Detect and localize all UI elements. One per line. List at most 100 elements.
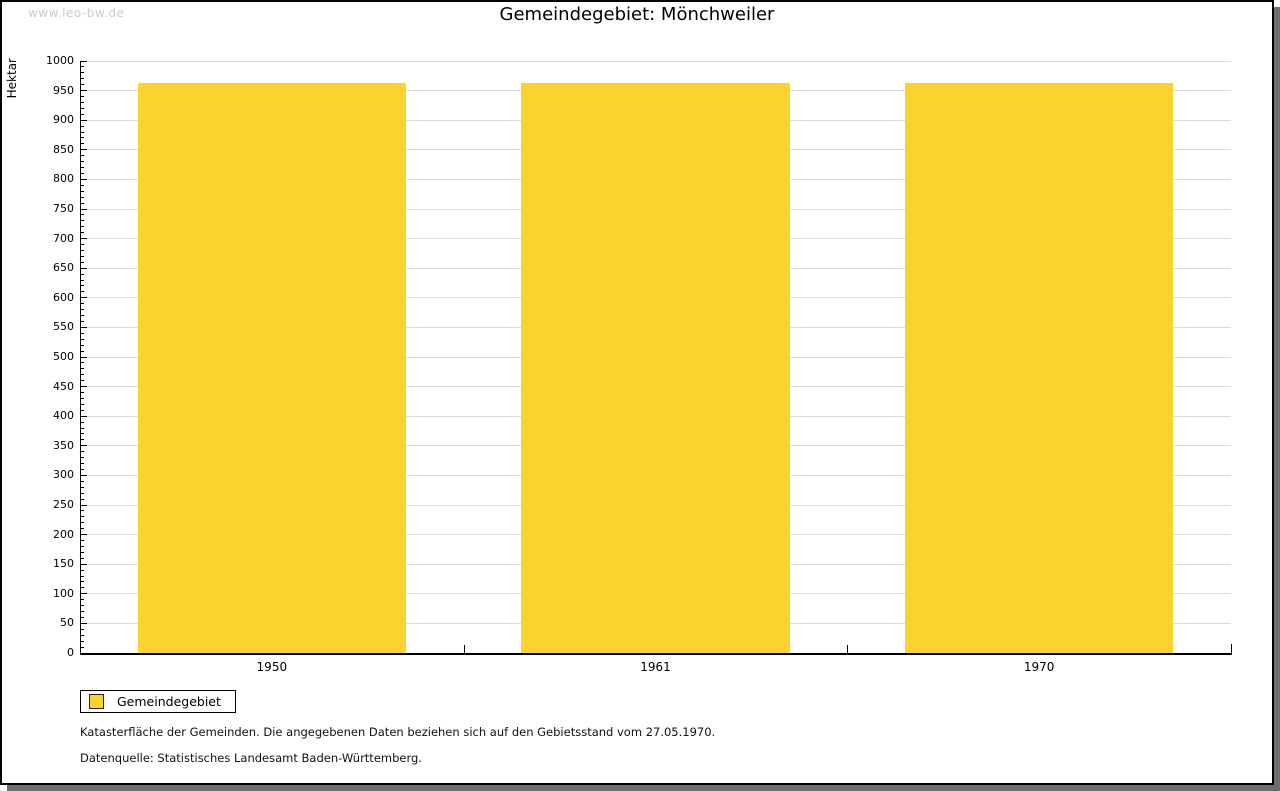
y-minor-tick — [81, 498, 84, 500]
bar-1970 — [904, 83, 1174, 653]
y-minor-tick — [81, 72, 84, 74]
y-minor-tick — [81, 486, 84, 488]
y-minor-tick — [81, 522, 84, 524]
y-minor-tick — [81, 96, 84, 98]
y-minor-tick — [81, 107, 84, 109]
data-source: Datenquelle: Statistisches Landesamt Bad… — [80, 751, 422, 765]
x-axis-endcap — [1231, 644, 1232, 653]
y-minor-tick — [81, 380, 84, 382]
y-minor-tick — [81, 350, 84, 352]
y-minor-tick — [81, 78, 84, 80]
y-minor-tick — [81, 261, 84, 263]
y-minor-tick — [81, 392, 84, 394]
y-major-tick — [81, 445, 87, 447]
watermark: www.leo-bw.de — [28, 6, 125, 20]
y-major-tick — [81, 178, 87, 180]
y-minor-tick — [81, 403, 84, 405]
legend-swatch-icon — [89, 694, 104, 709]
y-major-tick — [81, 238, 87, 240]
y-tick-label: 550 — [53, 320, 74, 334]
y-major-tick — [81, 504, 87, 506]
y-major-tick — [81, 386, 87, 388]
y-major-tick — [81, 208, 87, 210]
y-major-tick — [81, 563, 87, 565]
y-major-tick — [81, 149, 87, 151]
y-minor-tick — [81, 545, 84, 547]
y-minor-tick — [81, 285, 84, 287]
y-minor-tick — [81, 226, 84, 228]
y-tick-label: 350 — [53, 438, 74, 452]
x-tick-label: 1970 — [1023, 660, 1055, 674]
y-major-tick — [81, 622, 87, 624]
y-minor-tick — [81, 101, 84, 103]
x-tick — [463, 645, 465, 653]
y-minor-tick — [81, 628, 84, 630]
y-minor-tick — [81, 214, 84, 216]
y-minor-tick — [81, 575, 84, 577]
y-minor-tick — [81, 646, 84, 648]
y-minor-tick — [81, 143, 84, 145]
y-tick-label: 400 — [53, 409, 74, 423]
y-minor-tick — [81, 528, 84, 530]
y-minor-tick — [81, 66, 84, 68]
y-minor-tick — [81, 557, 84, 559]
y-minor-tick — [81, 273, 84, 275]
y-tick-label: 500 — [53, 350, 74, 363]
y-tick-label: 1000 — [46, 54, 74, 67]
y-minor-tick — [81, 155, 84, 157]
y-minor-tick — [81, 184, 84, 186]
y-minor-tick — [81, 125, 84, 127]
y-tick-label: 200 — [53, 527, 74, 541]
y-minor-tick — [81, 551, 84, 553]
y-major-tick — [81, 90, 87, 92]
y-minor-tick — [81, 540, 84, 542]
y-major-tick — [81, 119, 87, 121]
x-tick-label: 1950 — [256, 660, 288, 674]
y-minor-tick — [81, 599, 84, 601]
y-minor-tick — [81, 84, 84, 86]
y-tick-label: 600 — [53, 290, 74, 304]
y-minor-tick — [81, 309, 84, 311]
y-tick-label: 850 — [53, 142, 74, 156]
y-tick-label: 800 — [53, 172, 74, 186]
y-minor-tick — [81, 480, 84, 482]
y-minor-tick — [81, 451, 84, 453]
y-minor-tick — [81, 397, 84, 399]
y-minor-tick — [81, 303, 84, 305]
y-tick-label: 300 — [53, 468, 74, 482]
y-minor-tick — [81, 510, 84, 512]
y-minor-tick — [81, 605, 84, 607]
y-tick-label: 50 — [60, 616, 74, 630]
y-tick-label: 150 — [53, 557, 74, 571]
x-axis — [80, 653, 1232, 655]
y-minor-tick — [81, 137, 84, 139]
y-minor-tick — [81, 113, 84, 115]
y-minor-tick — [81, 279, 84, 281]
y-minor-tick — [81, 634, 84, 636]
y-tick-label: 650 — [53, 261, 74, 275]
y-minor-tick — [81, 244, 84, 246]
y-minor-tick — [81, 232, 84, 234]
y-tick-label: 900 — [53, 113, 74, 127]
y-major-tick — [81, 267, 87, 269]
y-minor-tick — [81, 167, 84, 169]
y-major-tick — [81, 415, 87, 417]
y-minor-tick — [81, 338, 84, 340]
y-minor-tick — [81, 161, 84, 163]
legend: Gemeindegebiet — [80, 690, 236, 713]
y-minor-tick — [81, 421, 84, 423]
legend-label: Gemeindegebiet — [117, 694, 221, 709]
y-major-tick — [81, 356, 87, 358]
y-minor-tick — [81, 587, 84, 589]
y-axis — [80, 61, 81, 653]
footnote: Katasterfläche der Gemeinden. Die angege… — [80, 725, 716, 739]
y-minor-tick — [81, 332, 84, 334]
y-minor-tick — [81, 611, 84, 613]
y-tick-label: 100 — [53, 586, 74, 600]
x-tick-label: 1961 — [640, 660, 671, 674]
y-major-tick — [81, 60, 87, 62]
y-tick-label: 700 — [53, 231, 74, 245]
y-minor-tick — [81, 409, 84, 411]
y-minor-tick — [81, 516, 84, 518]
